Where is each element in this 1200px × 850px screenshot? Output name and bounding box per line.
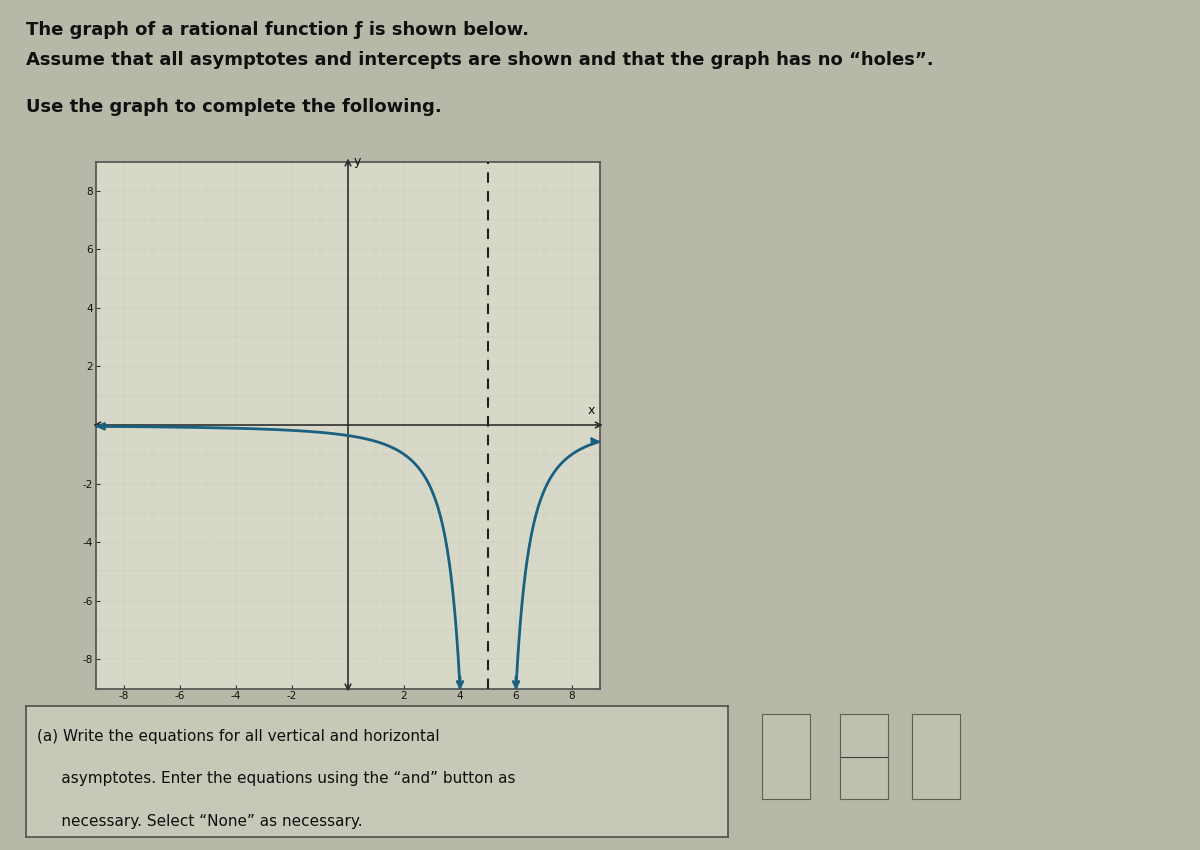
- Text: Use the graph to complete the following.: Use the graph to complete the following.: [26, 98, 442, 116]
- Text: y: y: [354, 155, 361, 168]
- Text: asymptotes. Enter the equations using the “and” button as: asymptotes. Enter the equations using th…: [37, 772, 516, 786]
- Text: x: x: [588, 404, 595, 416]
- Text: The graph of a rational function ƒ is shown below.: The graph of a rational function ƒ is sh…: [26, 21, 529, 39]
- Text: Assume that all asymptotes and intercepts are shown and that the graph has no “h: Assume that all asymptotes and intercept…: [26, 51, 934, 69]
- Text: (a) Write the equations for all vertical and horizontal: (a) Write the equations for all vertical…: [37, 729, 439, 745]
- Text: necessary. Select “None” as necessary.: necessary. Select “None” as necessary.: [37, 813, 362, 829]
